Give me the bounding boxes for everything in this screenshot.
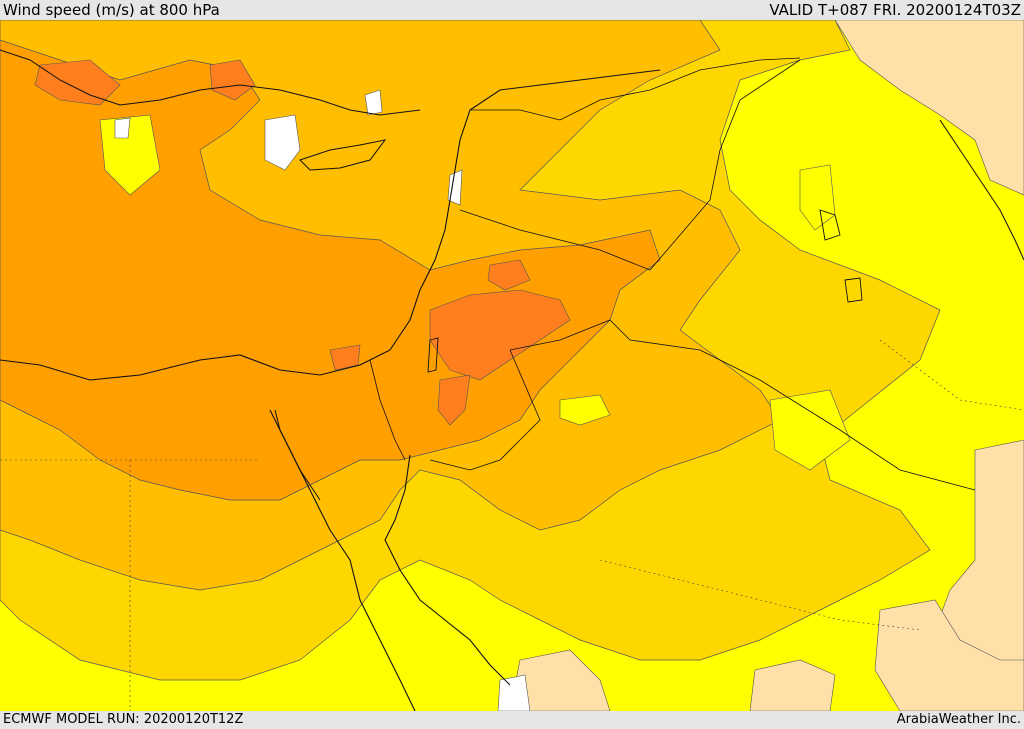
coastline-gulf-suez [274, 409, 321, 501]
band-light-northeast [834, 20, 1024, 196]
credit: ArabiaWeather Inc. [896, 712, 1021, 727]
map-title: Wind speed (m/s) at 800 hPa [3, 1, 220, 19]
band-dark-orange-greece [34, 59, 121, 106]
model-run: ECMWF MODEL RUN: 20200120T12Z [3, 712, 244, 727]
pocket-yellow-iraq [799, 164, 836, 231]
pocket-white-south [497, 674, 531, 711]
map-canvas [0, 20, 1024, 711]
border-dotted-kuwait [879, 339, 1024, 411]
band-light-south-2 [749, 659, 836, 711]
border-syria-iraq [459, 59, 801, 271]
border-turkey-syria [470, 57, 801, 121]
pocket-white-cyprus-north [264, 114, 301, 171]
band-dark-orange-2 [437, 374, 471, 426]
border-egypt-israel [369, 359, 406, 461]
band-orange [0, 39, 661, 501]
border-jordan-saudi [429, 349, 541, 471]
lake-iraq-2 [844, 277, 863, 303]
coastline-red-sea-east [384, 454, 511, 686]
dead-sea [427, 337, 439, 373]
pocket-white-lebanon [447, 169, 463, 206]
map-footer: ECMWF MODEL RUN: 20200120T12Z ArabiaWeat… [0, 711, 1024, 729]
lake-iraq [819, 209, 841, 241]
coastline-mediterranean [0, 69, 661, 381]
valid-time: VALID T+087 FRI. 20200124T03Z [769, 1, 1021, 19]
band-dark-orange-turkey [209, 59, 256, 101]
coastline-gulf [939, 119, 1024, 261]
pocket-white-3 [114, 117, 131, 139]
pocket-yellow-jordan [559, 394, 611, 426]
pocket-white-2 [364, 89, 383, 116]
band-dark-orange-levant [429, 289, 571, 381]
wind-speed-map [0, 20, 1024, 711]
coastline-cyprus [299, 139, 387, 171]
band-dark-orange-3 [487, 259, 531, 291]
pocket-yellow-saudi [769, 389, 851, 471]
coastline-turkey [0, 49, 421, 116]
map-header: Wind speed (m/s) at 800 hPa VALID T+087 … [0, 0, 1024, 20]
band-light-southeast [874, 599, 1024, 711]
border-saudi-iraq [509, 319, 976, 491]
